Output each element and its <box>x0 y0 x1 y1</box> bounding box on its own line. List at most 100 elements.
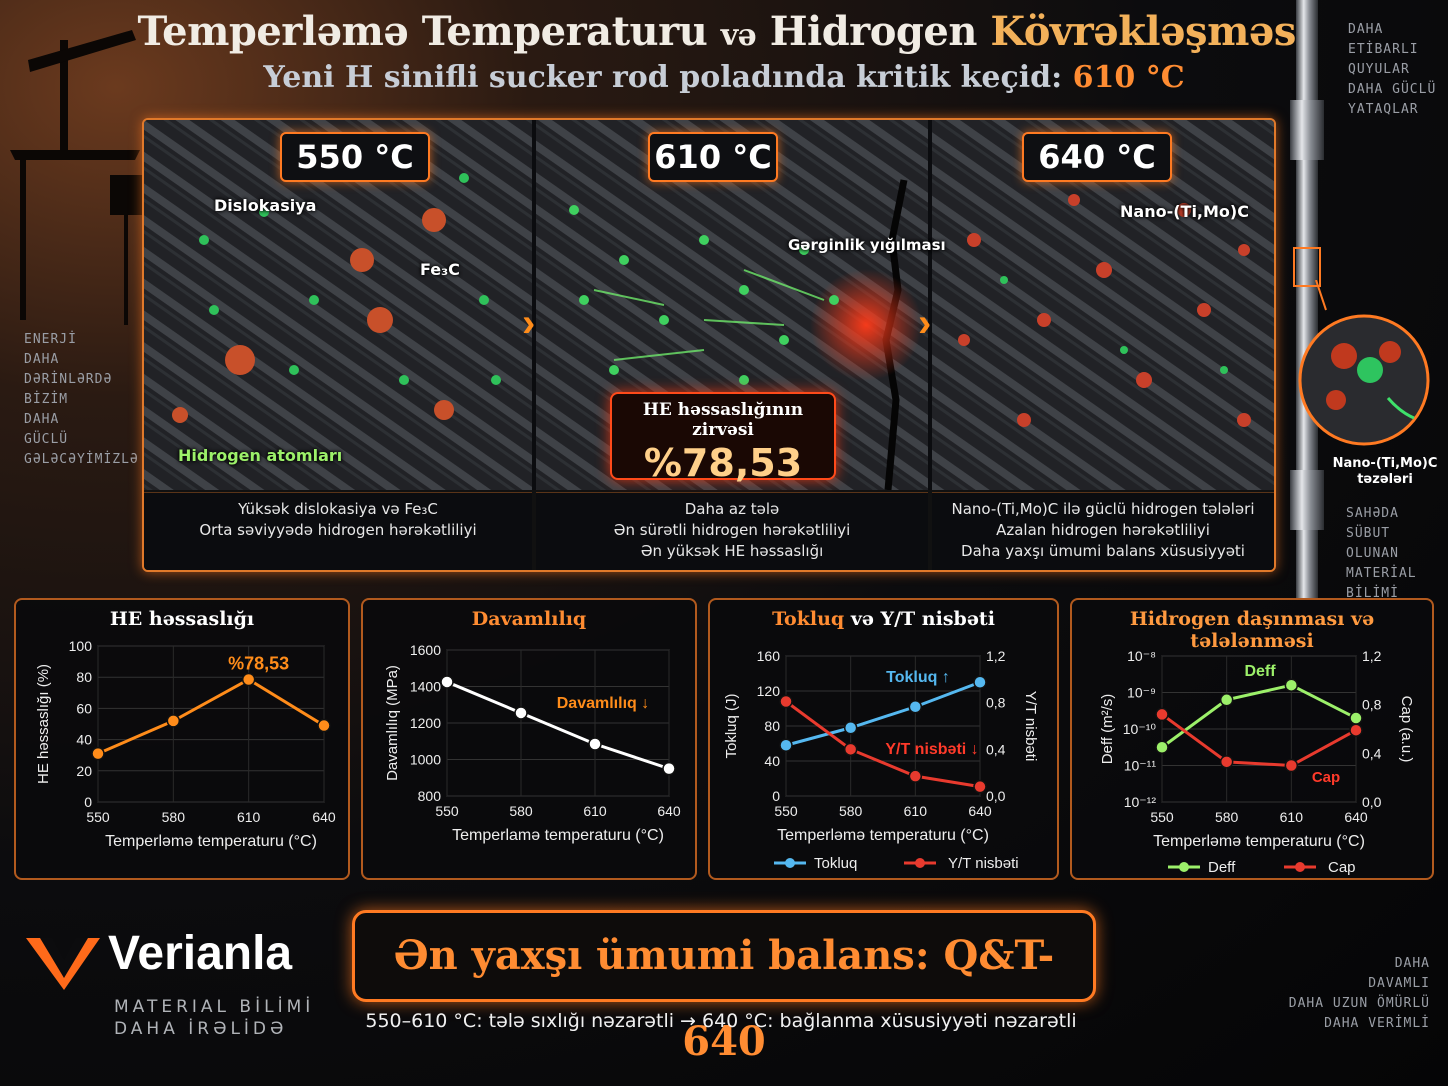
annotation-deff: Deff <box>1244 663 1276 680</box>
data-point <box>1349 711 1363 725</box>
conclusion-banner: Ən yaxşı ümumi balans: Q&T-640 <box>352 910 1096 1065</box>
y-axis-label: Davamlılıq (MPa) <box>384 665 401 781</box>
y-right-axis-label: Y/T nisbəti <box>1022 691 1039 762</box>
side-text-left: ENERJİ DAHA DƏRİNLƏRDƏ BİZİM DAHA GÜCLÜ GƏLƏCƏ… <box>24 330 139 470</box>
data-point <box>779 694 793 709</box>
data-point <box>1349 723 1363 737</box>
plot-area <box>97 645 325 803</box>
y-tick-label: 0 <box>84 794 92 810</box>
legend-label: Y/T nisbəti <box>948 855 1019 872</box>
series-line <box>785 700 981 789</box>
y-tick-label: 80 <box>76 669 92 685</box>
side-text-line: DAHA GÜCLÜ <box>1348 82 1437 97</box>
x-axis-label: Temperlamə temperaturu (°C) <box>452 827 664 844</box>
subtitle: Yeni H sinifli sucker rod poladında krit… <box>0 60 1448 95</box>
legend-label: Cap <box>1328 859 1356 876</box>
y-right-tick-label: 0,8 <box>1362 697 1382 713</box>
title-part: Hidrogen <box>769 8 978 55</box>
y-tick-label: 10⁻¹² <box>1124 794 1157 810</box>
y-tick-label: 10⁻¹¹ <box>1124 758 1157 774</box>
data-point <box>91 746 105 761</box>
side-text-right-top: DAHA ETİBARLI QUYULAR DAHA GÜCLÜ YATAQLAR <box>1348 20 1436 120</box>
side-text-line: DAHA VERİMLİ <box>1324 1016 1430 1031</box>
x-tick-label: 580 <box>1215 809 1239 825</box>
title-part: Kövrəkləşməsi <box>990 8 1311 55</box>
x-tick-label: 640 <box>1344 809 1368 825</box>
brand-tagline-line: MATERIAL BİLİMİ <box>114 997 315 1017</box>
y-axis-label: Deff (m²/s) <box>1099 694 1116 765</box>
x-tick-label: 550 <box>774 803 798 819</box>
data-point <box>973 779 987 794</box>
y-tick-label: 40 <box>764 753 780 769</box>
x-tick-label: 610 <box>583 803 607 819</box>
data-point <box>166 714 181 728</box>
side-text-line: BİLİMİ <box>1346 586 1399 601</box>
x-tick-label: 550 <box>86 809 110 825</box>
pumpjack-silhouette <box>10 30 144 325</box>
data-point <box>1284 678 1299 692</box>
legend-label: Tokluq <box>814 855 857 872</box>
side-text-right-mid: SAHƏDA SÜBUT OLUNAN MATERİAL BİLİMİ <box>1346 504 1448 604</box>
y-tick-label: 0 <box>772 788 780 804</box>
chart-title: Tokluq və Y/T nisbəti <box>710 608 1057 630</box>
rod-callout-line: təzələri <box>1357 472 1413 487</box>
y-tick-label: 80 <box>764 718 780 734</box>
label-nano-carbide: Nano-(Ti,Mo)C <box>1120 202 1249 221</box>
sucker-rod <box>1290 0 1324 600</box>
y-tick-label: 1200 <box>410 715 441 731</box>
series-line <box>785 680 981 747</box>
data-point <box>1155 707 1169 722</box>
caption-line: Ən sürətli hidrogen hərəkətliliyi <box>613 521 851 539</box>
caption-line: Daha az tələ <box>684 500 780 518</box>
data-point <box>317 718 331 733</box>
temp-tag-550: 550 °C <box>280 132 430 182</box>
side-text-line: SÜBUT OLUNAN <box>1346 526 1399 561</box>
data-point <box>1219 755 1234 769</box>
data-point <box>973 675 987 689</box>
title-part: və <box>720 18 757 53</box>
peak-value: %78,53 <box>643 441 803 485</box>
title-part: Temperləmə Temperaturu <box>137 8 708 55</box>
y-tick-label: 10⁻⁹ <box>1127 685 1156 701</box>
annotation-yt: Y/T nisbəti ↓ <box>885 741 978 758</box>
y-tick-label: 1000 <box>410 752 441 768</box>
data-point <box>588 737 602 751</box>
side-text-line: ETİBARLI <box>1348 42 1419 57</box>
temp-tag-610: 610 °C <box>648 132 778 182</box>
x-tick-label: 610 <box>1280 809 1304 825</box>
label-stress-concentration: Gərginlik yığılması <box>788 236 946 254</box>
side-text-line: DAVAMLI <box>1368 976 1430 991</box>
chart-title: Davamlılıq <box>471 608 587 630</box>
side-text-line: DAHA <box>24 352 60 367</box>
data-point <box>241 672 256 687</box>
side-text-line: DƏRİNLƏRDƏ <box>24 372 113 387</box>
y-tick-label: 60 <box>76 700 92 716</box>
x-tick-label: 640 <box>312 809 336 825</box>
label-hydrogen-atoms: Hidrogen atomları <box>178 446 343 465</box>
chart-title: Hidrogen daşınması və tələlənməsi <box>1129 608 1375 652</box>
side-text-line: QUYULAR <box>1348 62 1410 77</box>
y-tick-label: 100 <box>69 638 93 654</box>
data-point <box>908 700 923 714</box>
side-text-line: MATERİAL <box>1346 566 1417 581</box>
data-point <box>908 769 923 783</box>
side-text-line: GƏLƏCƏYİMİZLƏ <box>24 452 139 467</box>
rod-zoom-callout <box>1298 280 1430 446</box>
y-tick-label: 1400 <box>410 679 441 695</box>
y-tick-label: 40 <box>76 732 92 748</box>
y-right-axis-label: Cap (a.u.) <box>1398 696 1415 763</box>
microstructure-panels: › › 550 °C 610 °C 640 °C Dislokasiya Fe₃… <box>142 118 1276 572</box>
y-tick-label: 120 <box>757 683 781 699</box>
chart-card-hydrogen: Hidrogen daşınması və tələlənməsi 10⁻¹² 1… <box>1070 598 1434 880</box>
x-tick-label: 640 <box>657 803 681 819</box>
rod-callout-label: Nano-(Ti,Mo)C təzələri <box>1330 456 1440 488</box>
chart-he-susceptibility: 0 20 40 60 80 100 550 580 610 640 Temperləmə tempe… <box>35 638 336 850</box>
x-axis-label: Temperləmə temperaturu (°C) <box>1153 833 1365 850</box>
side-text-line: DAHA <box>24 412 60 427</box>
y-right-tick-label: 0,0 <box>1362 794 1382 810</box>
data-point <box>1219 693 1234 707</box>
data-point <box>514 706 528 720</box>
y-right-tick-label: 0,0 <box>986 788 1006 804</box>
y-axis-label: HE həssaslığı (%) <box>35 664 52 784</box>
